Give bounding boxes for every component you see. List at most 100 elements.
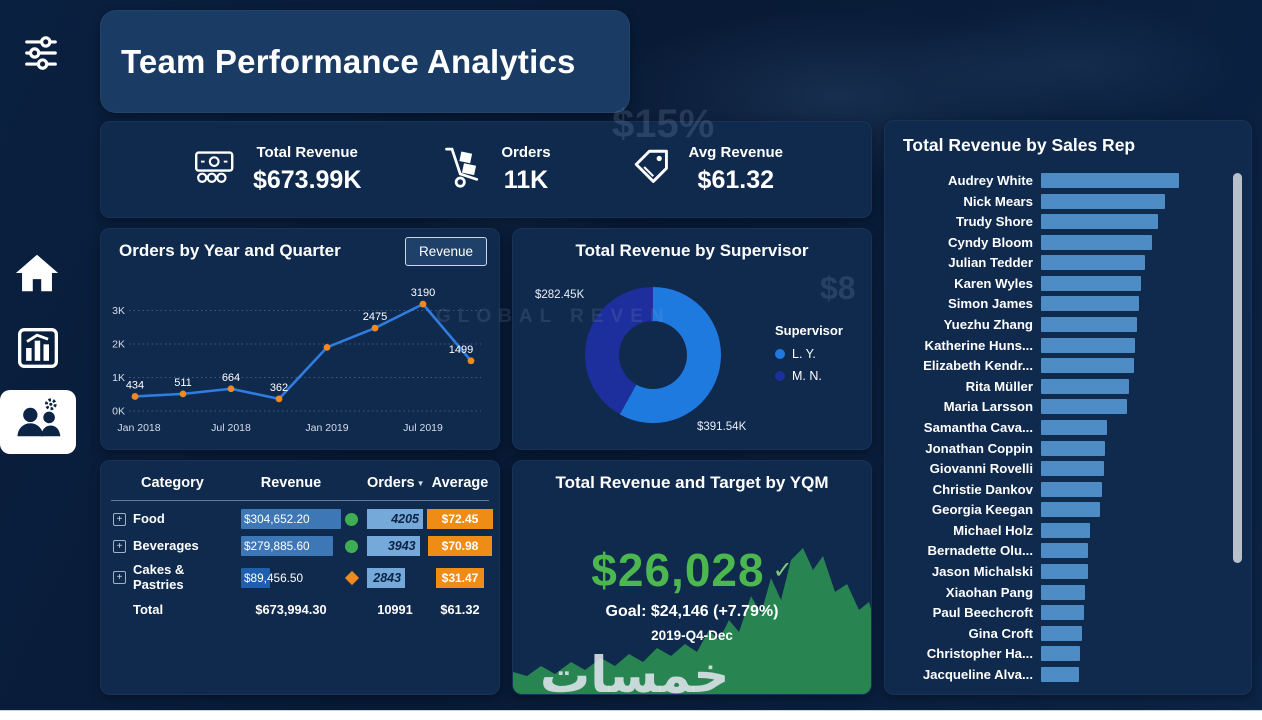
sales-rep-row: Audrey White bbox=[891, 171, 1221, 190]
home-nav-button[interactable] bbox=[14, 250, 60, 301]
donut-slice-label: $282.45K bbox=[535, 289, 585, 301]
total-orders: 10991 bbox=[377, 601, 413, 617]
sales-rep-name: Jason Michalski bbox=[931, 563, 1033, 579]
sales-rep-bar[interactable] bbox=[1041, 173, 1179, 188]
sales-rep-name: Trudy Shore bbox=[956, 214, 1033, 230]
page-title: Team Performance Analytics bbox=[121, 42, 576, 80]
expand-row-icon[interactable]: + bbox=[113, 512, 126, 526]
sales-rep-row: Georgia Keegan bbox=[891, 500, 1221, 519]
legend-item[interactable]: M. N. bbox=[775, 369, 843, 383]
svg-text:Jan 2019: Jan 2019 bbox=[305, 422, 348, 434]
legend-dot-icon bbox=[775, 371, 785, 381]
green-circle-icon bbox=[345, 539, 358, 553]
column-header-sorted[interactable]: Orders ▼ bbox=[367, 475, 425, 491]
table-body: + Food $304,652.20 4205 $72.45 + Beverages $279… bbox=[101, 509, 499, 593]
sales-rep-bar[interactable] bbox=[1041, 461, 1104, 477]
reports-nav-button[interactable] bbox=[16, 326, 60, 375]
background-map-glow bbox=[900, 0, 1240, 130]
svg-text:0K: 0K bbox=[112, 406, 125, 418]
column-header[interactable]: Category bbox=[141, 475, 204, 491]
sales-rep-row: Gina Croft bbox=[891, 624, 1221, 643]
sales-rep-name: Rita Müller bbox=[965, 378, 1033, 394]
sales-rep-bar[interactable] bbox=[1041, 625, 1082, 641]
sales-rep-name: Georgia Keegan bbox=[931, 502, 1033, 518]
kpi-value-row: $26,028 ✓ bbox=[513, 543, 871, 597]
sales-rep-bar[interactable] bbox=[1041, 502, 1100, 518]
sales-rep-bar[interactable] bbox=[1041, 317, 1137, 333]
sales-rep-row: Jason Michalski bbox=[891, 562, 1221, 581]
svg-text:3K: 3K bbox=[112, 305, 125, 317]
legend-dot-icon bbox=[775, 349, 785, 359]
column-header[interactable]: Revenue bbox=[260, 475, 322, 491]
sales-rep-name: Nick Mears bbox=[963, 193, 1033, 209]
orders-databar[interactable]: 2843 bbox=[367, 567, 423, 588]
expand-row-icon[interactable]: + bbox=[113, 539, 126, 553]
orders-databar[interactable]: 3943 bbox=[367, 536, 423, 556]
sales-rep-bar[interactable] bbox=[1041, 584, 1085, 600]
orange-diamond-icon bbox=[344, 570, 360, 586]
kpi-value: 11K bbox=[503, 166, 549, 194]
revenue-databar[interactable]: $89,456.50 bbox=[241, 567, 341, 588]
legend-item[interactable]: L. Y. bbox=[775, 347, 843, 361]
sales-rep-row: Christie Dankov bbox=[891, 480, 1221, 499]
revenue-databar[interactable]: $304,652.20 bbox=[241, 509, 341, 529]
sales-rep-bar[interactable] bbox=[1041, 646, 1080, 662]
sales-rep-bar[interactable] bbox=[1041, 419, 1107, 435]
sales-rep-name: Audrey White bbox=[948, 173, 1033, 188]
legend-title: Supervisor bbox=[775, 323, 843, 338]
bottom-page-edge bbox=[0, 710, 1262, 720]
total-average: $61.32 bbox=[440, 601, 480, 617]
sales-rep-bar[interactable] bbox=[1041, 522, 1090, 538]
team-nav-button-active[interactable] bbox=[0, 390, 76, 454]
orders-databar[interactable]: 4205 bbox=[367, 509, 423, 529]
sales-rep-bar[interactable] bbox=[1041, 543, 1088, 559]
check-icon: ✓ bbox=[772, 557, 793, 584]
sales-rep-row: Julian Tedder bbox=[891, 253, 1221, 272]
orders-line-chart[interactable]: 0K 1K 2K 3K 434 511 664 362 2475 3190 1499 Jan 2018… bbox=[105, 279, 497, 447]
sales-rep-bar[interactable] bbox=[1041, 358, 1134, 374]
sales-rep-row: Katherine Huns... bbox=[891, 336, 1221, 355]
category-table-card: Category Revenue Orders ▼ Average + Food $3… bbox=[100, 460, 500, 695]
goal-text: Goal: $24,146 (+7.79%) bbox=[605, 603, 779, 620]
sales-rep-row: Maria Larsson bbox=[891, 397, 1221, 416]
svg-text:2K: 2K bbox=[112, 339, 125, 351]
sales-rep-bar[interactable] bbox=[1041, 563, 1088, 579]
svg-text:Jul 2018: Jul 2018 bbox=[211, 422, 251, 434]
sales-rep-bar[interactable] bbox=[1041, 296, 1139, 312]
sales-rep-bar[interactable] bbox=[1041, 666, 1079, 682]
sales-rep-bar[interactable] bbox=[1041, 337, 1135, 353]
sales-rep-row: Simon James bbox=[891, 294, 1221, 313]
legend-label: M. N. bbox=[792, 369, 822, 383]
sales-rep-bar[interactable] bbox=[1041, 193, 1165, 209]
sort-desc-icon: ▼ bbox=[416, 479, 425, 488]
revenue-toggle-button[interactable]: Revenue bbox=[404, 237, 487, 266]
donut-legend: Supervisor L. Y. M. N. bbox=[775, 323, 843, 391]
home-icon bbox=[14, 254, 60, 300]
sales-rep-name: Julian Tedder bbox=[948, 255, 1033, 271]
sales-rep-bar[interactable] bbox=[1041, 440, 1105, 456]
revenue-databar[interactable]: $279,885.60 bbox=[241, 536, 341, 556]
sales-rep-bar[interactable] bbox=[1041, 214, 1158, 230]
sales-rep-bar[interactable] bbox=[1041, 399, 1127, 415]
scrollbar-thumb[interactable] bbox=[1233, 173, 1242, 563]
table-row: + Beverages $279,885.60 3943 $70.98 bbox=[101, 536, 499, 556]
column-header[interactable]: Average bbox=[431, 475, 489, 491]
sales-rep-bar[interactable] bbox=[1041, 234, 1152, 250]
sales-rep-bar[interactable] bbox=[1041, 378, 1129, 394]
average-cell: $72.45 bbox=[427, 509, 493, 529]
filters-nav-button[interactable] bbox=[22, 34, 60, 77]
price-tag-icon bbox=[631, 146, 673, 193]
kpi-avg-revenue: Avg Revenue $61.32 bbox=[631, 144, 783, 195]
sales-rep-bar[interactable] bbox=[1041, 275, 1141, 291]
sales-rep-bar[interactable] bbox=[1041, 605, 1084, 621]
expand-row-icon[interactable]: + bbox=[113, 571, 126, 585]
sales-rep-bar[interactable] bbox=[1041, 481, 1102, 497]
supervisor-donut-chart[interactable] bbox=[585, 287, 721, 423]
kpi-value: $673.99K bbox=[252, 166, 362, 194]
sales-rep-name: Yuezhu Zhang bbox=[943, 317, 1033, 333]
sales-rep-row: Samantha Cava... bbox=[891, 418, 1221, 437]
svg-text:3190: 3190 bbox=[411, 287, 435, 299]
sales-rep-bar[interactable] bbox=[1041, 255, 1145, 271]
table-total-row: Total $673,994.30 10991 $61.32 bbox=[101, 602, 499, 617]
title-card: Team Performance Analytics bbox=[100, 10, 630, 113]
